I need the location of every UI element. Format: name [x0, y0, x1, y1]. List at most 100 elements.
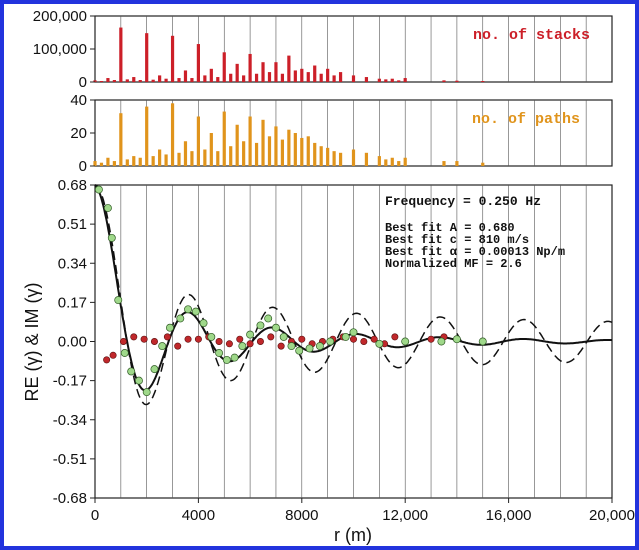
re-point — [238, 342, 247, 351]
re-point — [215, 349, 224, 357]
stacks-bar — [248, 53, 252, 82]
re-point — [176, 314, 185, 323]
mf-annotation: Normalized MF = 2.6 — [385, 257, 522, 271]
stacks-bar — [364, 77, 369, 82]
re-point — [107, 233, 116, 242]
paths-bar — [455, 161, 459, 166]
coherence-xtick-label: 0 — [91, 507, 99, 524]
stacks-bar — [397, 80, 401, 82]
paths-bar — [280, 139, 285, 166]
stacks-bar — [313, 65, 317, 82]
coherence-ytick-label: -0.68 — [53, 490, 87, 507]
im-point — [370, 335, 378, 343]
paths-bar — [216, 151, 220, 166]
paths-bar — [390, 157, 394, 166]
stacks-bar — [455, 80, 459, 82]
paths-bar — [183, 141, 188, 166]
stacks-bar — [170, 35, 175, 82]
paths-bar — [209, 133, 213, 166]
paths-legend: no. of paths — [472, 111, 580, 128]
im-point — [140, 335, 148, 343]
paths-bar — [196, 116, 200, 166]
paths-bar — [267, 136, 272, 166]
stacks-bar — [196, 44, 200, 82]
re-point — [305, 344, 314, 353]
x-axis-title: r (m) — [334, 525, 372, 545]
paths-bar — [248, 116, 252, 166]
im-point — [277, 342, 285, 350]
re-point — [341, 332, 350, 341]
stacks-bar — [145, 33, 149, 82]
stacks-bar — [151, 79, 155, 82]
re-point — [437, 337, 446, 346]
stacks-bar — [125, 79, 129, 82]
paths-bar — [254, 142, 259, 166]
re-point — [246, 330, 255, 339]
stacks-legend: no. of stacks — [473, 27, 590, 44]
paths-bar — [222, 111, 226, 166]
re-point — [127, 367, 136, 376]
coherence-ytick-label: 0.34 — [58, 255, 87, 272]
stacks-bar — [222, 52, 226, 82]
im-point — [119, 337, 127, 345]
stacks-bar — [351, 75, 356, 82]
im-point — [150, 337, 158, 345]
paths-bar — [332, 151, 336, 166]
re-point — [134, 376, 143, 385]
stacks-bar — [190, 78, 194, 82]
re-point — [452, 335, 461, 344]
paths-bar — [203, 149, 207, 166]
im-point — [215, 337, 223, 345]
im-point — [391, 333, 399, 341]
stacks-bar — [274, 62, 278, 82]
paths-bar — [261, 119, 265, 166]
fit-c-annotation: Best fit c = 810 m/s — [385, 233, 529, 247]
paths-bar — [190, 151, 194, 166]
re-point — [150, 365, 159, 374]
re-point — [166, 323, 174, 332]
paths-bar — [351, 149, 356, 166]
im-point — [349, 335, 357, 343]
im-point — [194, 335, 202, 343]
im-point — [130, 333, 138, 341]
paths-bar — [158, 149, 162, 166]
stacks-bar — [254, 73, 259, 82]
stacks-bar — [229, 73, 233, 82]
re-point — [272, 323, 280, 332]
stacks-bar — [183, 70, 188, 82]
paths-bar — [397, 161, 401, 166]
paths-bar — [138, 157, 142, 166]
stacks-bar — [261, 62, 265, 82]
paths-ytick-label: 20 — [70, 125, 87, 142]
re-point — [114, 296, 123, 305]
coherence-ytick-label: -0.51 — [53, 451, 87, 468]
re-point — [120, 349, 129, 357]
re-point — [184, 305, 193, 314]
stacks-bar — [177, 78, 181, 82]
re-point — [207, 332, 216, 341]
stacks-bar — [93, 80, 97, 82]
stacks-bar — [267, 72, 272, 82]
paths-bar — [164, 154, 168, 166]
paths-bar — [287, 129, 291, 166]
bar-series — [93, 27, 485, 166]
paths-bar — [93, 161, 97, 166]
paths-bar — [313, 142, 317, 166]
paths-bar — [326, 147, 330, 166]
re-point — [191, 307, 200, 316]
paths-bar — [442, 161, 446, 166]
im-point — [246, 340, 254, 348]
re-point — [279, 332, 288, 341]
paths-bar — [151, 156, 155, 166]
stacks-bar — [319, 73, 323, 82]
scatter-points — [94, 185, 487, 397]
im-point — [225, 340, 233, 348]
re-point — [287, 342, 296, 351]
coherence-ytick-label: 0.68 — [58, 177, 87, 194]
paths-bar — [112, 161, 116, 166]
re-point — [478, 337, 487, 346]
stacks-bar — [332, 75, 336, 82]
stacks-bar — [293, 70, 297, 82]
im-point — [184, 335, 192, 343]
stacks-bar — [158, 75, 162, 82]
